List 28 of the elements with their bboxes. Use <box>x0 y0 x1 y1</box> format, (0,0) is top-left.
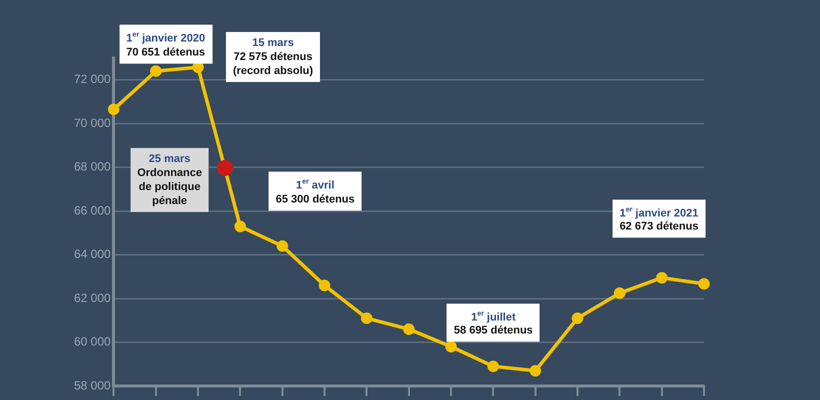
point <box>150 65 162 77</box>
y-tick-label: 72 000 <box>74 72 112 86</box>
y-tick-label: 66 000 <box>74 203 112 218</box>
annotation: 25 mars Ordonnance de politique pénale <box>137 152 202 208</box>
point <box>276 240 288 252</box>
y-tick-label: 70 000 <box>74 116 112 130</box>
annotation: 1$^{er}$ janvier 2020 70 651 détenus <box>126 31 206 60</box>
annotation: 1$^{er}$ avril 65 300 détenus <box>276 178 355 207</box>
point <box>403 323 415 335</box>
point <box>360 312 372 324</box>
point <box>572 312 584 324</box>
point <box>234 220 246 232</box>
y-tick-label: 62 000 <box>74 290 112 305</box>
point <box>530 365 542 377</box>
point <box>108 104 120 116</box>
annotation: 1$^{er}$ janvier 2021 62 673 détenus <box>620 205 698 234</box>
point <box>318 280 330 292</box>
point <box>698 278 710 290</box>
point <box>656 272 668 284</box>
y-tick-label: 64 000 <box>74 247 112 262</box>
point <box>445 340 457 352</box>
point <box>487 360 499 372</box>
annotation: 15 mars 72 575 détenus (record absolu) <box>232 36 314 78</box>
point <box>614 287 626 299</box>
y-tick-label: 58 000 <box>74 378 112 392</box>
y-tick-label: 60 000 <box>74 334 112 349</box>
y-tick-label: 68 000 <box>74 160 112 174</box>
annotation: 1$^{er}$ juillet 58 695 détenus <box>454 309 533 338</box>
